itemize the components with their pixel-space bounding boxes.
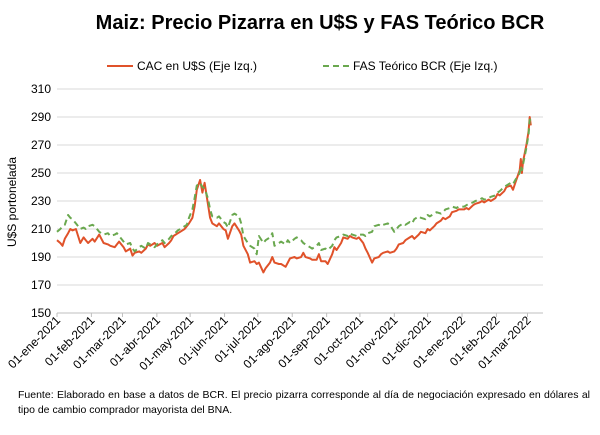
series-line-0	[56, 116, 532, 274]
y-tick-label: 210	[31, 222, 51, 236]
y-tick-label: 270	[31, 138, 51, 152]
y-tick-label: 290	[31, 110, 51, 124]
legend: CAC en U$S (Eje Izq.) FAS Teórico BCR (Ej…	[107, 59, 498, 73]
y-tick-label: 170	[31, 278, 51, 292]
gridlines	[57, 88, 543, 314]
y-axis-label: U$S portonelada	[5, 157, 19, 247]
y-tick-label: 250	[31, 166, 51, 180]
source-note: Fuente: Elaborado en base a datos de BCR…	[18, 389, 590, 416]
y-tick-label: 190	[31, 250, 51, 264]
legend-label: CAC en U$S (Eje Izq.)	[137, 59, 257, 73]
series-line-1	[56, 118, 535, 256]
y-tick-label: 150	[31, 306, 51, 320]
y-tick-label: 310	[31, 82, 51, 96]
series-lines	[56, 116, 535, 274]
y-tick-label: 230	[31, 194, 51, 208]
x-axis: 01-ene-202101-feb-202101-mar-202101-abr-…	[5, 312, 543, 373]
legend-label: FAS Teórico BCR (Eje Izq.)	[353, 59, 498, 73]
chart-title: Maiz: Precio Pizarra en U$S y FAS Teóric…	[95, 12, 545, 34]
y-axis: 150 170 190 210 230 250 270 290 310	[31, 82, 51, 320]
